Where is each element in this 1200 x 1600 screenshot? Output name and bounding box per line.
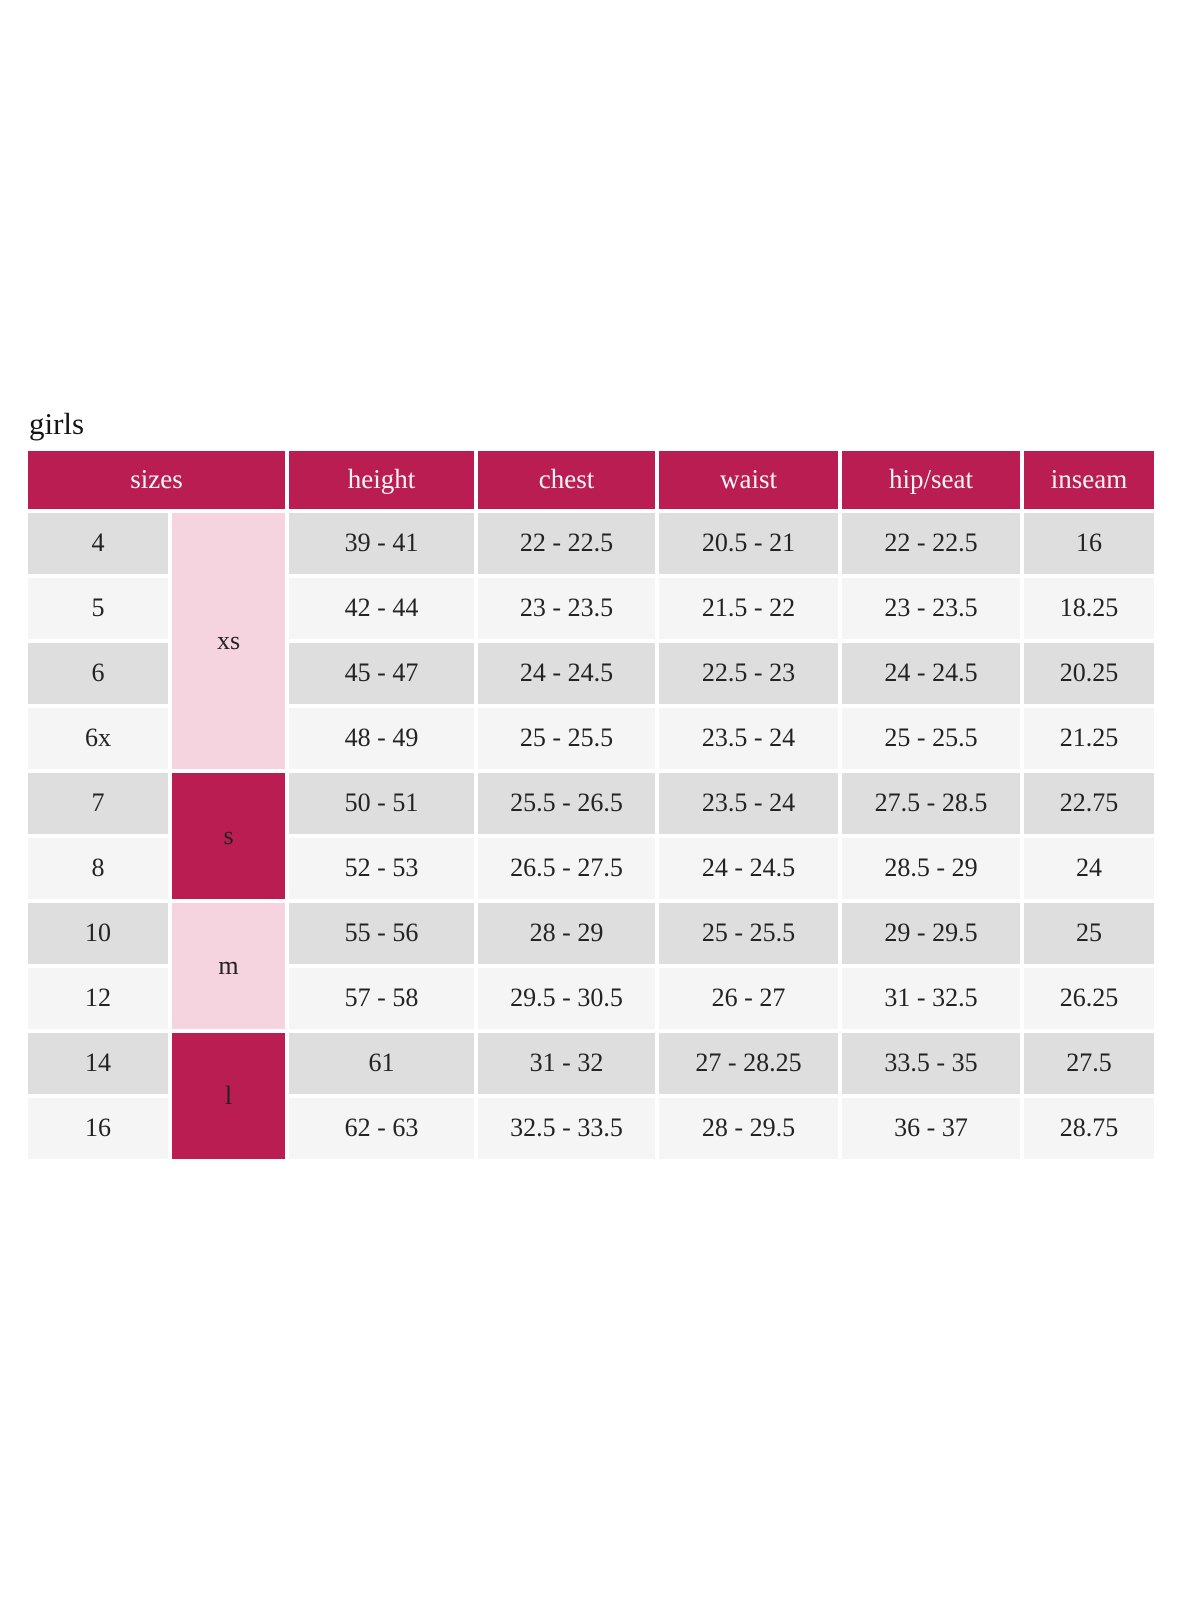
table-row-size-6x: 6x 48 - 49 25 - 25.5 23.5 - 24 25 - 25.5…	[28, 707, 1155, 769]
inseam-cell: 28.75	[1024, 1097, 1155, 1159]
table-row-size-14: 14 l 61 31 - 32 27 - 28.25 33.5 - 35 27.…	[28, 1032, 1155, 1159]
hip-seat-cell: 29 - 29.5	[842, 902, 1021, 964]
size-cell: 12	[28, 967, 168, 1029]
inseam-cell: 16	[1024, 512, 1155, 574]
hip-seat-cell: 28.5 - 29	[842, 837, 1021, 899]
table-row-size-10: 10 m 55 - 56 28 - 29 25 - 25.5 29 - 29.5…	[28, 902, 1155, 1029]
hip-seat-cell: 24 - 24.5	[842, 642, 1021, 704]
size-chart-section: girls sizes height chest waist hip/seat …	[28, 406, 1155, 1159]
inseam-cell: 20.25	[1024, 642, 1155, 704]
chest-cell: 31 - 32	[478, 1032, 656, 1094]
chest-cell: 25 - 25.5	[478, 707, 656, 769]
column-header-inseam: inseam	[1024, 450, 1155, 509]
height-cell: 45 - 47	[289, 642, 475, 704]
size-cell: 6	[28, 642, 168, 704]
waist-cell: 22.5 - 23	[659, 642, 839, 704]
table-row-size-12: 12 57 - 58 29.5 - 30.5 26 - 27 31 - 32.5…	[28, 967, 1155, 1029]
column-header-chest: chest	[478, 450, 656, 509]
waist-cell: 27 - 28.25	[659, 1032, 839, 1094]
size-cell: 6x	[28, 707, 168, 769]
chest-cell: 24 - 24.5	[478, 642, 656, 704]
height-cell: 42 - 44	[289, 577, 475, 639]
table-row-size-7: 7 s 50 - 51 25.5 - 26.5 23.5 - 24 27.5 -…	[28, 772, 1155, 899]
size-cell: 5	[28, 577, 168, 639]
inseam-cell: 22.75	[1024, 772, 1155, 834]
size-cell: 10	[28, 902, 168, 964]
page-title: girls	[29, 406, 85, 441]
inseam-cell: 26.25	[1024, 967, 1155, 1029]
hip-seat-cell: 25 - 25.5	[842, 707, 1021, 769]
height-cell: 48 - 49	[289, 707, 475, 769]
inseam-cell: 25	[1024, 902, 1155, 964]
chest-cell: 25.5 - 26.5	[478, 772, 656, 834]
height-cell: 55 - 56	[289, 902, 475, 964]
height-cell: 39 - 41	[289, 512, 475, 574]
hip-seat-cell: 33.5 - 35	[842, 1032, 1021, 1094]
inseam-cell: 21.25	[1024, 707, 1155, 769]
hip-seat-cell: 22 - 22.5	[842, 512, 1021, 574]
column-header-sizes: sizes	[28, 450, 286, 509]
chest-cell: 28 - 29	[478, 902, 656, 964]
inseam-cell: 24	[1024, 837, 1155, 899]
chest-cell: 32.5 - 33.5	[478, 1097, 656, 1159]
size-cell: 7	[28, 772, 168, 834]
waist-cell: 23.5 - 24	[659, 707, 839, 769]
size-cell: 16	[28, 1097, 168, 1159]
table-row-size-4: 4 xs 39 - 41 22 - 22.5 20.5 - 21 22 - 22…	[28, 512, 1155, 769]
inseam-cell: 18.25	[1024, 577, 1155, 639]
column-header-waist: waist	[659, 450, 839, 509]
girls-size-chart-table: sizes height chest waist hip/seat inseam…	[24, 447, 1158, 1163]
column-header-height: height	[289, 450, 475, 509]
waist-cell: 20.5 - 21	[659, 512, 839, 574]
inseam-cell: 27.5	[1024, 1032, 1155, 1094]
column-header-hip-seat: hip/seat	[842, 450, 1021, 509]
waist-cell: 25 - 25.5	[659, 902, 839, 964]
waist-cell: 23.5 - 24	[659, 772, 839, 834]
hip-seat-cell: 27.5 - 28.5	[842, 772, 1021, 834]
height-cell: 57 - 58	[289, 967, 475, 1029]
size-group-cell-xs: xs	[172, 512, 286, 769]
waist-cell: 21.5 - 22	[659, 577, 839, 639]
chest-cell: 22 - 22.5	[478, 512, 656, 574]
size-group-cell-m: m	[172, 902, 286, 1029]
size-cell: 8	[28, 837, 168, 899]
size-group-cell-s: s	[172, 772, 286, 899]
waist-cell: 28 - 29.5	[659, 1097, 839, 1159]
waist-cell: 24 - 24.5	[659, 837, 839, 899]
chest-cell: 23 - 23.5	[478, 577, 656, 639]
height-cell: 61	[289, 1032, 475, 1094]
table-row-size-16: 16 62 - 63 32.5 - 33.5 28 - 29.5 36 - 37…	[28, 1097, 1155, 1159]
size-cell: 14	[28, 1032, 168, 1094]
chest-cell: 26.5 - 27.5	[478, 837, 656, 899]
waist-cell: 26 - 27	[659, 967, 839, 1029]
size-group-cell-l: l	[172, 1032, 286, 1159]
table-row-size-6: 6 45 - 47 24 - 24.5 22.5 - 23 24 - 24.5 …	[28, 642, 1155, 704]
size-cell: 4	[28, 512, 168, 574]
hip-seat-cell: 36 - 37	[842, 1097, 1021, 1159]
height-cell: 52 - 53	[289, 837, 475, 899]
height-cell: 62 - 63	[289, 1097, 475, 1159]
table-row-size-5: 5 42 - 44 23 - 23.5 21.5 - 22 23 - 23.5 …	[28, 577, 1155, 639]
table-row-size-8: 8 52 - 53 26.5 - 27.5 24 - 24.5 28.5 - 2…	[28, 837, 1155, 899]
height-cell: 50 - 51	[289, 772, 475, 834]
hip-seat-cell: 23 - 23.5	[842, 577, 1021, 639]
chest-cell: 29.5 - 30.5	[478, 967, 656, 1029]
hip-seat-cell: 31 - 32.5	[842, 967, 1021, 1029]
header-row: sizes height chest waist hip/seat inseam	[28, 450, 1155, 509]
